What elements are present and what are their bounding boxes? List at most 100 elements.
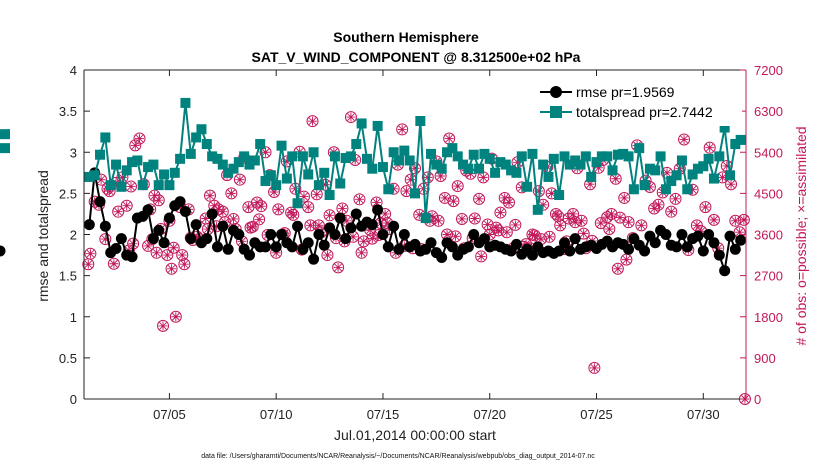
rmse-point — [393, 243, 405, 255]
totalspread-point — [650, 165, 661, 176]
chart-subtitle: SAT_V_WIND_COMPONENT @ 8.312500e+02 hPa — [252, 49, 581, 65]
totalspread-point — [666, 176, 677, 187]
obs-marker — [148, 189, 161, 202]
rmse-point — [334, 212, 346, 224]
obs-possible-circle — [669, 192, 682, 205]
rmse-point — [185, 233, 197, 245]
totalspread-point — [84, 171, 95, 182]
obs-assimilated-mark — [483, 219, 493, 229]
rmse-point — [217, 220, 229, 232]
obs-assimilated-mark — [493, 225, 503, 235]
obs-possible-circle — [225, 187, 238, 200]
totalspread-point — [580, 151, 591, 162]
y2-tick-label: 0 — [754, 392, 761, 407]
obs-assimilated-mark — [692, 220, 702, 230]
obs-assimilated-mark — [457, 214, 467, 224]
obs-marker — [133, 132, 146, 145]
y-tick-label: 3.5 — [59, 104, 77, 119]
rmse-point — [558, 237, 570, 249]
obs-assimilated-mark — [604, 224, 614, 234]
x-axis-label: Jul.01,2014 00:00:00 start — [334, 427, 496, 443]
obs-possible-circle — [396, 123, 409, 136]
rmse-point — [425, 237, 437, 249]
totalspread-point — [276, 140, 287, 151]
totalspread-point — [596, 151, 607, 162]
obs-possible-circle — [451, 180, 464, 193]
obs-possible-circle — [475, 250, 488, 263]
y-tick-label: 0 — [70, 392, 77, 407]
obs-assimilated-mark — [96, 175, 106, 185]
totalspread-point — [169, 167, 180, 178]
obs-marker — [409, 162, 421, 175]
totalspread-point — [143, 162, 154, 173]
obs-assimilated-mark — [504, 198, 514, 208]
totalspread-point — [287, 151, 298, 162]
totalspread-point — [116, 181, 127, 192]
obs-possible-circle — [129, 139, 142, 152]
obs-marker — [244, 221, 257, 234]
obs-possible-circle — [157, 319, 170, 332]
obs-marker — [176, 249, 189, 262]
obs-assimilated-mark — [256, 201, 266, 211]
obs-assimilated-mark — [135, 134, 145, 144]
obs-assimilated-mark — [243, 202, 253, 212]
obs-marker — [699, 201, 712, 214]
obs-assimilated-mark — [730, 216, 740, 226]
obs-marker — [611, 262, 624, 275]
totalspread-point — [618, 148, 629, 159]
obs-possible-circle — [601, 211, 614, 224]
totalspread-point — [639, 180, 650, 191]
totalspread-point — [207, 151, 218, 162]
rmse-point — [270, 241, 282, 253]
totalspread-point — [388, 147, 399, 158]
obs-marker — [124, 180, 137, 193]
totalspread-point — [367, 163, 378, 174]
rmse-point — [388, 220, 400, 232]
totalspread-point — [201, 139, 212, 150]
obs-marker — [502, 196, 515, 209]
obs-marker — [678, 133, 691, 146]
obs-assimilated-mark — [735, 227, 745, 237]
totalspread-point — [570, 155, 581, 166]
obs-assimilated-mark — [705, 143, 715, 153]
totalspread-point — [682, 184, 693, 195]
obs-assimilated-mark — [594, 163, 604, 173]
obs-assimilated-mark — [453, 181, 463, 191]
rmse-point — [350, 208, 362, 220]
obs-possible-circle — [635, 219, 648, 232]
obs-assimilated-mark — [559, 244, 569, 254]
obs-assimilated-mark — [382, 218, 392, 228]
obs-assimilated-mark — [696, 226, 706, 236]
totalspread-point — [436, 163, 447, 174]
obs-assimilated-mark — [357, 248, 367, 258]
obs-marker — [323, 209, 336, 222]
obs-assimilated-mark — [314, 220, 324, 230]
obs-assimilated-mark — [451, 231, 461, 241]
totalspread-point — [377, 162, 388, 173]
legend-totalspread-label: totalspread pr=2.7442 — [576, 104, 713, 120]
totalspread-point — [575, 159, 586, 170]
obs-assimilated-mark — [568, 209, 578, 219]
obs-assimilated-mark — [348, 232, 358, 242]
rmse-point — [671, 241, 683, 253]
obs-assimilated-mark — [474, 194, 484, 204]
totalspread-point — [249, 155, 260, 166]
obs-assimilated-mark — [248, 222, 258, 232]
obs-marker — [225, 187, 238, 200]
obs-marker — [494, 206, 507, 219]
obs-possible-circle — [652, 198, 665, 211]
totalspread-point — [292, 198, 303, 209]
totalspread-point — [431, 159, 442, 170]
rmse-point — [697, 245, 709, 257]
totalspread-point — [687, 169, 698, 180]
legend-totalspread-marker — [550, 106, 562, 118]
obs-marker — [468, 212, 481, 225]
obs-possible-circle — [494, 206, 507, 219]
rmse-point — [382, 241, 394, 253]
rmse-point — [372, 204, 384, 216]
obs-marker — [169, 310, 182, 323]
obs-assimilated-mark — [152, 248, 162, 258]
obs-marker — [253, 213, 266, 226]
obs-assimilated-mark — [303, 202, 313, 212]
obs-marker — [635, 219, 648, 232]
